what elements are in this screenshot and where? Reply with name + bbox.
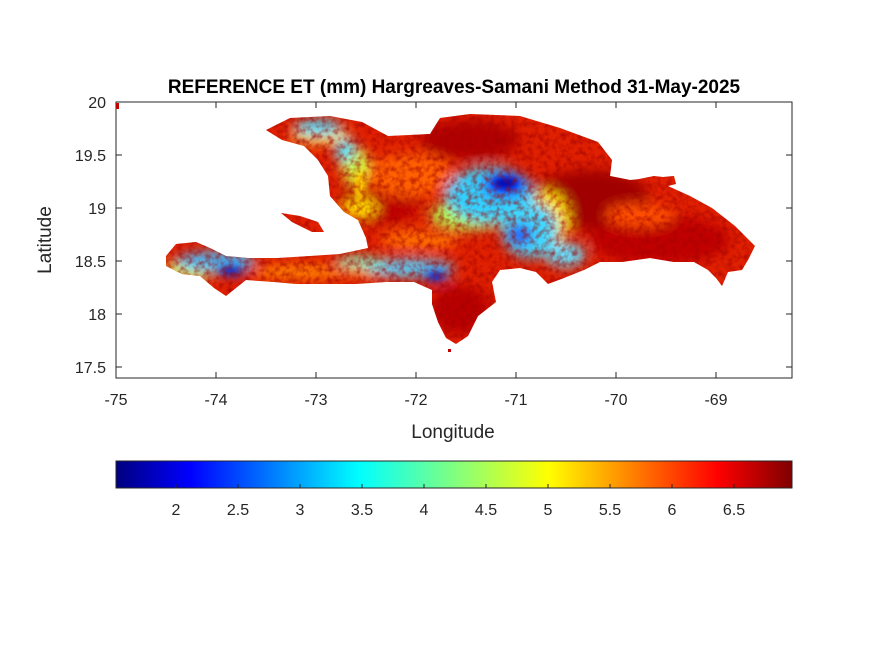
y-tick-label: 20 <box>88 95 106 112</box>
x-tick-label: -73 <box>304 392 327 409</box>
colorbar-tick-label: 5 <box>544 502 553 519</box>
colorbar: 2 2.5 3 3.5 4 4.5 5 5.5 6 6.5 <box>115 460 793 519</box>
x-tick-label: -70 <box>604 392 627 409</box>
x-tick-label: -74 <box>204 392 227 409</box>
colorbar-tick-label: 4.5 <box>475 502 497 519</box>
colorbar-tick-label: 3 <box>296 502 305 519</box>
colorbar-tick-label: 4 <box>420 502 429 519</box>
y-tick-label: 18.5 <box>75 254 106 271</box>
x-tick-label: -75 <box>104 392 127 409</box>
colorbar-tick-label: 2 <box>172 502 181 519</box>
x-tick-label: -72 <box>404 392 427 409</box>
y-tick-label: 19 <box>88 201 106 218</box>
y-axis: 20 19.5 19 18.5 18 17.5 Latitude <box>35 95 792 377</box>
colorbar-tick-label: 6.5 <box>723 502 745 519</box>
y-tick-label: 19.5 <box>75 148 106 165</box>
colorbar-tick-label: 6 <box>668 502 677 519</box>
colorbar-tick-label: 5.5 <box>599 502 621 519</box>
map-title: REFERENCE ET (mm) Hargreaves-Samani Meth… <box>168 77 741 98</box>
colorbar-tick-label: 2.5 <box>227 502 249 519</box>
colorbar-gradient <box>115 460 793 489</box>
x-axis: -75 -74 -73 -72 -71 -70 -69 Longitude <box>104 102 728 443</box>
x-axis-label: Longitude <box>411 422 494 443</box>
y-tick-label: 17.5 <box>75 360 106 377</box>
x-tick-label: -69 <box>704 392 727 409</box>
x-tick-label: -71 <box>504 392 527 409</box>
y-tick-label: 18 <box>88 307 106 324</box>
y-axis-label: Latitude <box>35 206 56 274</box>
colorbar-tick-label: 3.5 <box>351 502 373 519</box>
